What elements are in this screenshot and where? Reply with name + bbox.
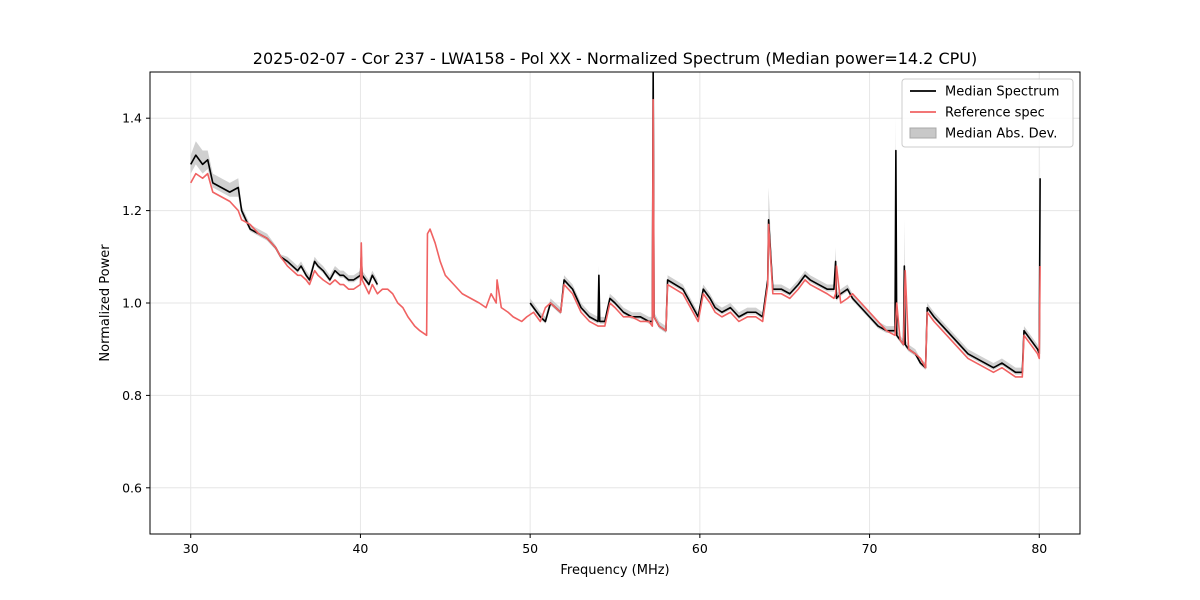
y-axis-label: Normalized Power	[98, 244, 113, 362]
legend-swatch-mad	[909, 127, 937, 139]
x-axis-label: Frequency (MHz)	[560, 563, 669, 578]
x-tick-label: 70	[862, 541, 878, 556]
y-tick-label: 1.0	[122, 296, 142, 311]
legend-label-mad: Median Abs. Dev.	[945, 127, 1057, 142]
legend-label-reference: Reference spec	[945, 106, 1045, 121]
y-tick-label: 1.2	[122, 203, 142, 218]
plot-area	[190, 72, 1041, 378]
median-spectrum-line	[529, 72, 1041, 374]
mad-band	[190, 141, 378, 287]
x-tick-label: 40	[352, 541, 368, 556]
x-tick-label: 80	[1031, 541, 1047, 556]
x-tick-label: 60	[692, 541, 708, 556]
reference-spectrum-line	[190, 98, 1041, 378]
y-tick-label: 0.6	[122, 480, 142, 495]
legend-box	[901, 78, 1074, 148]
y-axis-ticks: 0.6 0.8 1.0 1.2 1.4	[122, 111, 150, 495]
x-tick-label: 30	[183, 541, 199, 556]
x-tick-label: 50	[522, 541, 538, 556]
chart-title: 2025-02-07 - Cor 237 - LWA158 - Pol XX -…	[253, 49, 977, 68]
x-axis-ticks: 30 40 50 60 70 80	[183, 534, 1047, 556]
legend-label-median: Median Spectrum	[945, 85, 1059, 100]
y-tick-label: 0.8	[122, 388, 142, 403]
median-spectrum-line	[190, 154, 379, 286]
legend: Median Spectrum Reference spec Median Abs.…	[901, 78, 1074, 148]
y-tick-label: 1.4	[122, 111, 142, 126]
